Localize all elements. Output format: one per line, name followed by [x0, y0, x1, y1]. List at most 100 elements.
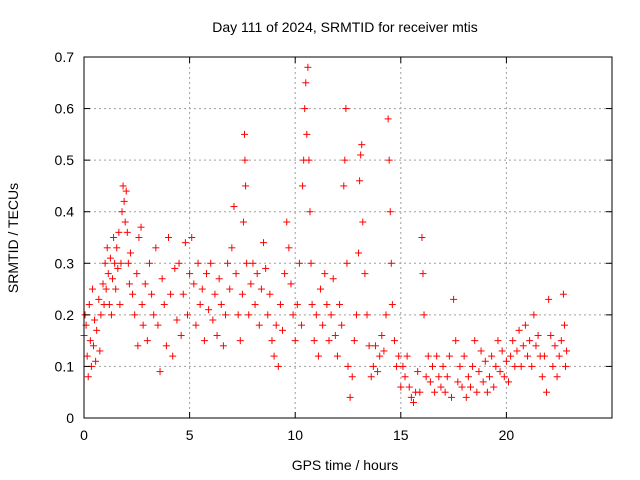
data-point — [111, 259, 119, 267]
data-point — [477, 347, 485, 355]
data-point — [188, 234, 196, 241]
data-point — [513, 347, 521, 355]
data-point — [85, 301, 93, 309]
data-point — [371, 342, 379, 350]
data-point — [91, 316, 99, 324]
data-point — [154, 321, 162, 329]
data-point — [202, 270, 210, 278]
data-point — [409, 399, 417, 407]
data-point — [329, 275, 337, 283]
data-point — [340, 182, 348, 190]
data-point — [135, 234, 143, 241]
data-point — [555, 352, 563, 360]
data-point — [101, 259, 109, 267]
data-point — [283, 218, 291, 226]
data-point — [207, 259, 215, 267]
data-point — [83, 352, 91, 360]
data-point — [374, 368, 382, 376]
data-point — [152, 244, 160, 252]
data-point — [356, 177, 364, 185]
x-tick-label: 0 — [80, 427, 88, 443]
data-point — [534, 331, 542, 339]
data-point — [304, 63, 312, 71]
data-point — [526, 337, 534, 345]
data-point — [317, 285, 325, 293]
data-point — [530, 311, 538, 319]
data-point — [419, 270, 427, 278]
data-point — [321, 270, 329, 278]
data-point — [272, 321, 280, 329]
data-point — [387, 259, 395, 267]
data-point — [424, 352, 432, 360]
y-tick-label: 0.2 — [55, 307, 75, 323]
data-point — [325, 337, 333, 345]
data-point — [532, 342, 540, 350]
data-point — [92, 357, 100, 365]
y-tick-label: 0.5 — [55, 152, 75, 168]
data-point — [274, 362, 282, 370]
data-point — [507, 352, 515, 360]
data-point — [384, 115, 392, 123]
data-point — [445, 352, 453, 360]
data-point — [175, 259, 183, 267]
y-tick-label: 0 — [66, 410, 74, 426]
data-point — [502, 357, 510, 365]
data-point — [243, 259, 251, 267]
data-point — [104, 270, 112, 278]
data-point — [509, 337, 517, 345]
data-point — [357, 151, 365, 159]
data-point — [496, 368, 504, 376]
data-point — [471, 337, 479, 345]
data-point — [236, 337, 244, 345]
data-point — [279, 326, 287, 334]
data-point — [137, 223, 145, 231]
data-point — [369, 362, 377, 370]
data-point — [162, 342, 170, 350]
data-point — [109, 275, 117, 283]
data-point — [95, 295, 103, 303]
y-tick-label: 0.7 — [55, 49, 75, 65]
data-point — [336, 301, 344, 309]
data-point — [167, 290, 175, 298]
data-point — [177, 331, 185, 339]
data-point — [88, 285, 96, 293]
data-point — [385, 156, 393, 164]
data-point — [291, 337, 299, 345]
data-point — [560, 321, 568, 329]
data-point — [511, 362, 519, 370]
data-point — [276, 301, 284, 309]
data-point — [333, 352, 341, 360]
data-point — [428, 362, 436, 370]
data-point — [148, 290, 156, 298]
data-point — [169, 352, 177, 360]
data-point — [113, 244, 121, 252]
data-point — [125, 280, 133, 288]
y-axis-label: SRMTID / TECUs — [5, 183, 21, 293]
data-point — [338, 321, 346, 329]
data-point — [380, 347, 388, 355]
data-point — [437, 383, 445, 391]
data-point — [160, 301, 168, 309]
data-point — [107, 311, 115, 319]
data-point — [228, 244, 236, 252]
data-point — [213, 331, 221, 339]
data-point — [230, 203, 238, 211]
data-point — [519, 342, 527, 350]
data-point — [399, 362, 407, 370]
data-point — [179, 290, 187, 298]
x-axis-label: GPS time / hours — [292, 457, 399, 473]
data-point — [416, 388, 424, 396]
data-point — [505, 378, 513, 386]
data-point — [145, 259, 153, 267]
data-point — [414, 368, 422, 376]
data-point — [540, 352, 548, 360]
data-point — [222, 311, 230, 319]
data-point — [102, 285, 110, 293]
data-point — [192, 321, 200, 329]
data-point — [390, 337, 398, 345]
y-tick-label: 0.6 — [55, 101, 75, 117]
data-point — [361, 270, 369, 278]
data-point — [549, 362, 557, 370]
data-point — [295, 259, 303, 267]
data-point — [110, 234, 118, 241]
